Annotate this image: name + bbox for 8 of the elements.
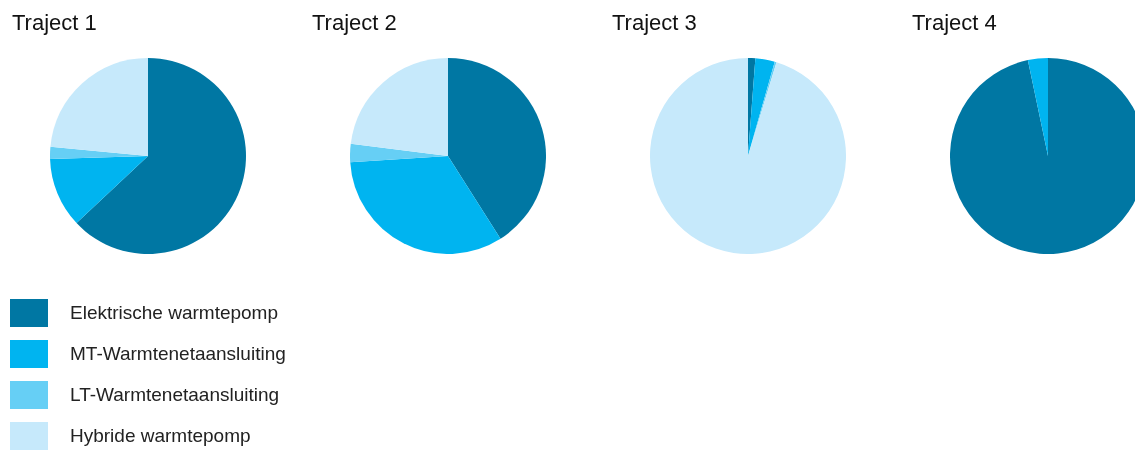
chart-title: Traject 2 (312, 10, 397, 36)
chart-title: Traject 3 (612, 10, 697, 36)
legend-label: LT-Warmtenetaansluiting (70, 383, 280, 406)
legend-label: MT-Warmtenetaansluiting (70, 342, 286, 365)
chart-title: Traject 4 (912, 10, 997, 36)
chart-title: Traject 1 (12, 10, 97, 36)
legend-label: Hybride warmtepomp (70, 424, 251, 447)
legend-label: Elektrische warmtepomp (70, 301, 279, 324)
